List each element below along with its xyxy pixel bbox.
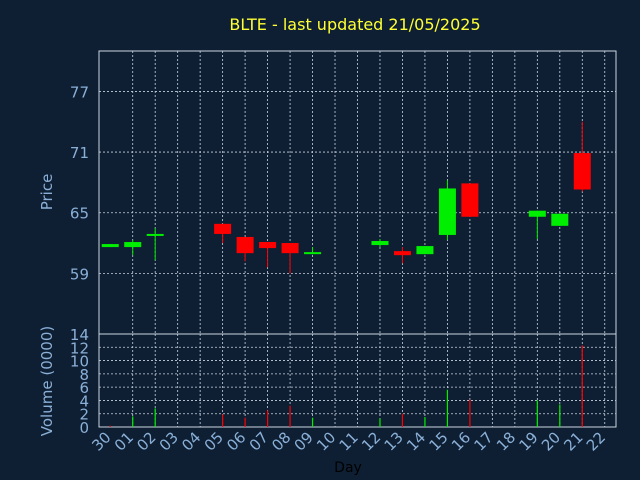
volume-y-tick-label: 2 — [79, 406, 89, 424]
volume-y-tick-label: 14 — [70, 326, 89, 344]
x-tick-labels: 3001020304050607080910111213141516171819… — [88, 428, 609, 454]
candle-body-19 — [528, 210, 546, 217]
candle-body-12 — [371, 241, 389, 246]
volume-bar-07 — [266, 410, 269, 427]
volume-y-tick-label: 6 — [79, 379, 89, 397]
volume-y-tick-label: 12 — [70, 339, 89, 357]
candle-body-07 — [259, 242, 277, 249]
volume-y-tick-label: 0 — [79, 419, 89, 437]
candle-body-16 — [461, 183, 479, 217]
x-axis-label: Day — [334, 460, 362, 476]
volume-bar-05 — [222, 414, 224, 427]
volume-bar-12 — [379, 418, 381, 427]
candle-body-09 — [304, 252, 322, 255]
volume-bar-16 — [469, 399, 471, 427]
candle-body-21 — [573, 153, 591, 190]
candle-body-13 — [393, 251, 411, 256]
candle-body-02 — [146, 233, 164, 236]
volume-bar-14 — [424, 417, 426, 427]
candle-body-30 — [101, 244, 119, 248]
price-axis-label: Price — [38, 174, 56, 211]
volume-bar-21 — [581, 345, 583, 427]
volume-bar-06 — [244, 417, 246, 427]
candle-body-20 — [551, 213, 569, 226]
volume-frame — [98, 333, 617, 428]
volume-bar-20 — [559, 404, 561, 427]
price-y-tick-label: 71 — [70, 144, 89, 162]
candle-body-14 — [416, 246, 434, 255]
volume-bar-08 — [289, 405, 291, 427]
volume-axis-label: Volume (0000) — [38, 326, 56, 436]
volume-y-tick-label: 4 — [79, 392, 89, 410]
volume-bar-30 — [109, 425, 111, 427]
price-panel: 59 65 71 77 Price — [38, 50, 617, 335]
price-y-tick-label: 77 — [70, 83, 89, 101]
price-y-tick-label: 65 — [70, 205, 89, 223]
volume-y-tick-label: 8 — [79, 366, 89, 384]
candle-body-05 — [214, 223, 232, 234]
volume-y-tick-label: 10 — [70, 353, 89, 371]
candle-body-06 — [236, 236, 254, 254]
price-y-tick-label: 59 — [70, 265, 89, 283]
candle-body-08 — [281, 243, 299, 254]
volume-bar-13 — [401, 413, 404, 427]
volume-bar-02 — [154, 408, 156, 427]
chart-title: BLTE - last updated 21/05/2025 — [229, 15, 480, 34]
volume-bar-15 — [446, 389, 449, 427]
volume-bar-01 — [132, 416, 134, 427]
x-tick-label-22: 22 — [583, 428, 609, 454]
volume-bar-19 — [536, 400, 538, 427]
volume-bar-09 — [311, 417, 314, 427]
candle-body-15 — [438, 188, 456, 235]
candle-body-01 — [124, 242, 142, 248]
